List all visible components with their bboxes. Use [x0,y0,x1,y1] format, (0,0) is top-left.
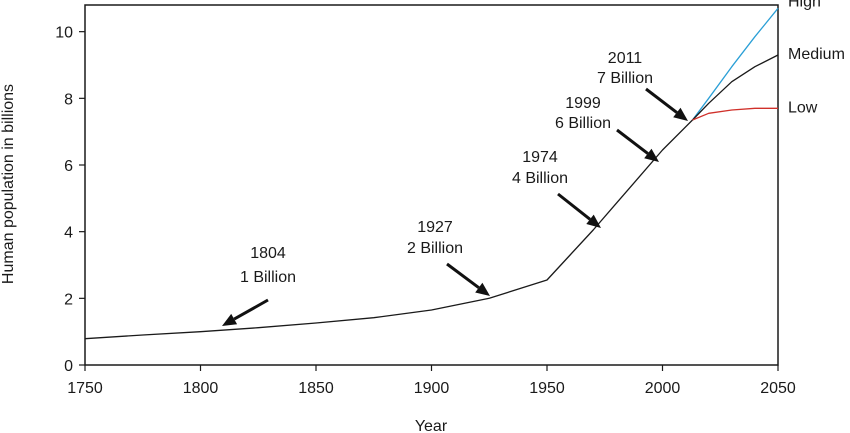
annotation-label: 4 Billion [512,170,568,187]
y-tick-label: 0 [64,358,73,375]
annotation-layer: 1804 1 Billion 1927 2 Billion 1974 4 Billion 1… [222,50,688,326]
projection-line-medium [692,54,779,121]
historical-population-line [84,119,693,340]
plot-frame [84,4,779,366]
annotation-arrowhead [673,107,688,121]
x-tick-label: 2000 [645,380,681,397]
series-layer: High Medium Low [84,0,845,340]
annotation-year: 1927 [417,219,453,236]
annotation-arrow [557,192,591,221]
projection-label-medium: Medium [788,46,845,63]
annotation-arrowhead [222,313,238,326]
annotation-year: 1804 [250,245,286,262]
annotation-label: 6 Billion [555,115,611,132]
x-tick-label: 1950 [529,380,565,397]
x-tick-label: 1750 [67,380,103,397]
annotation-arrow [233,298,269,321]
annotation-arrow [446,262,480,289]
annotation-label: 7 Billion [597,70,653,87]
y-axis: 0 2 4 6 8 10 [55,25,85,375]
x-tick-label: 1800 [183,380,219,397]
x-tick-label: 1850 [298,380,334,397]
y-tick-label: 8 [64,91,73,108]
y-axis-title: Human population in billions [0,84,17,284]
annotation-arrowhead [586,214,601,228]
annotation-year: 1974 [522,149,558,166]
annotation-label: 1 Billion [240,269,296,286]
annotation-label: 2 Billion [407,240,463,257]
y-tick-label: 4 [64,225,73,242]
x-tick-label: 1900 [414,380,450,397]
annotation-year: 1999 [565,95,601,112]
x-tick-label: 2050 [760,380,796,397]
y-tick-label: 6 [64,158,73,175]
annotation-year: 2011 [608,50,643,67]
x-axis: 1750 1800 1850 1900 1950 2000 2050 [67,365,796,397]
y-tick-label: 2 [64,291,73,308]
annotation-arrow [616,128,649,155]
annotation-arrow [645,87,678,114]
annotation-arrowhead [644,148,659,162]
x-axis-title: Year [415,418,448,433]
projection-label-low: Low [788,99,818,116]
projection-line-high [691,7,779,121]
projection-label-high: High [788,0,821,10]
projection-line-low [692,107,778,121]
annotation-arrowhead [475,282,490,296]
y-tick-label: 10 [55,25,73,42]
